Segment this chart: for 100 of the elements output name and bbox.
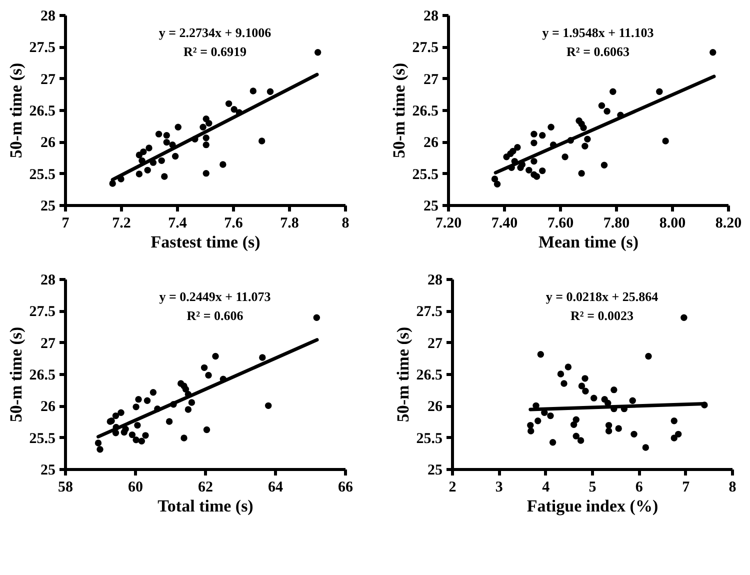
point xyxy=(577,437,584,444)
y-tick-label: 28 xyxy=(40,8,56,24)
x-axis-title: Total time (s) xyxy=(158,496,254,516)
point xyxy=(572,416,580,423)
point xyxy=(578,170,585,177)
point xyxy=(135,396,142,403)
point xyxy=(138,438,146,444)
y-tick-label: 27.5 xyxy=(29,40,56,56)
point xyxy=(534,418,542,424)
point xyxy=(220,161,226,168)
point xyxy=(557,370,564,378)
y-tick-label: 27.5 xyxy=(416,304,442,320)
point xyxy=(96,446,104,453)
y-tick-label: 28 xyxy=(428,272,442,288)
point xyxy=(526,166,532,174)
point xyxy=(313,314,320,321)
point xyxy=(140,148,147,156)
point xyxy=(572,432,580,440)
x-tick-label: 64 xyxy=(268,480,284,496)
point xyxy=(605,428,612,434)
x-tick-label: 4 xyxy=(542,480,550,496)
point xyxy=(144,166,151,174)
x-axis-title: Fatigue index (%) xyxy=(526,496,658,516)
point xyxy=(615,425,622,432)
point xyxy=(528,428,534,434)
y-tick-label: 25.5 xyxy=(416,430,442,447)
point xyxy=(200,364,208,372)
x-tick-label: 7.20 xyxy=(435,216,462,232)
x-tick-label: 8 xyxy=(342,216,350,232)
y-tick-label: 26.5 xyxy=(412,104,438,120)
x-tick-label: 7.60 xyxy=(547,216,574,232)
y-tick-label: 27.5 xyxy=(29,304,56,320)
annotation: R² = 0.6919 xyxy=(184,44,247,59)
x-tick-label: 7.8 xyxy=(280,216,299,232)
x-tick-label: 3 xyxy=(495,480,503,496)
point xyxy=(314,49,322,56)
point xyxy=(510,148,516,155)
point xyxy=(674,430,682,438)
point xyxy=(203,426,210,434)
point xyxy=(604,108,610,115)
y-axis-title: 50-m time (s) xyxy=(6,62,26,158)
point xyxy=(166,418,173,425)
point xyxy=(527,422,534,429)
point xyxy=(670,434,678,442)
point xyxy=(564,364,572,370)
point xyxy=(144,397,151,404)
point xyxy=(142,432,149,439)
point xyxy=(630,430,638,438)
point xyxy=(225,100,232,108)
y-tick-label: 27 xyxy=(428,336,443,352)
point xyxy=(582,388,589,394)
y-tick-label: 25 xyxy=(428,462,442,478)
x-tick-label: 62 xyxy=(198,480,213,496)
point xyxy=(230,106,238,113)
point xyxy=(188,399,196,406)
point xyxy=(680,314,688,321)
x-axis-title: Fastest time (s) xyxy=(150,232,260,252)
x-tick-label: 5 xyxy=(588,480,596,496)
point xyxy=(562,154,568,160)
y-tick-label: 27 xyxy=(40,72,56,88)
point xyxy=(202,134,210,142)
point xyxy=(530,140,538,146)
point xyxy=(539,167,546,174)
point xyxy=(533,173,540,180)
y-tick-label: 26 xyxy=(424,135,439,152)
annotation: R² = 0.0023 xyxy=(570,308,634,323)
point xyxy=(155,130,162,138)
annotation: y = 1.9548x + 11.103 xyxy=(542,25,654,40)
y-axis-title: 50-m time (s) xyxy=(6,326,26,422)
point xyxy=(132,436,140,444)
annotation: R² = 0.606 xyxy=(186,308,244,323)
x-tick-label: 7 xyxy=(62,216,70,232)
point xyxy=(590,394,598,402)
point xyxy=(266,88,274,95)
point xyxy=(610,386,618,394)
point xyxy=(580,124,587,132)
point xyxy=(548,124,554,130)
point xyxy=(600,162,608,168)
y-tick-label: 25.5 xyxy=(29,430,56,447)
point xyxy=(174,124,182,130)
point xyxy=(642,444,650,451)
point xyxy=(645,352,652,360)
y-axis-title: 50-m time (s) xyxy=(389,62,408,158)
point xyxy=(656,88,663,95)
point xyxy=(118,409,124,416)
point xyxy=(163,132,170,139)
point xyxy=(158,157,165,164)
point xyxy=(184,406,192,413)
point xyxy=(560,380,568,387)
y-tick-label: 27 xyxy=(424,72,439,88)
point xyxy=(530,130,538,138)
annotation: y = 2.2734x + 9.1006 xyxy=(158,25,272,40)
point xyxy=(537,351,544,358)
point xyxy=(491,176,498,182)
point xyxy=(258,138,266,144)
x-tick-label: 8.00 xyxy=(659,216,686,232)
point xyxy=(161,173,168,180)
point xyxy=(163,138,170,146)
y-tick-label: 25.5 xyxy=(29,166,56,183)
annotation: y = 0.0218x + 25.864 xyxy=(546,289,659,304)
